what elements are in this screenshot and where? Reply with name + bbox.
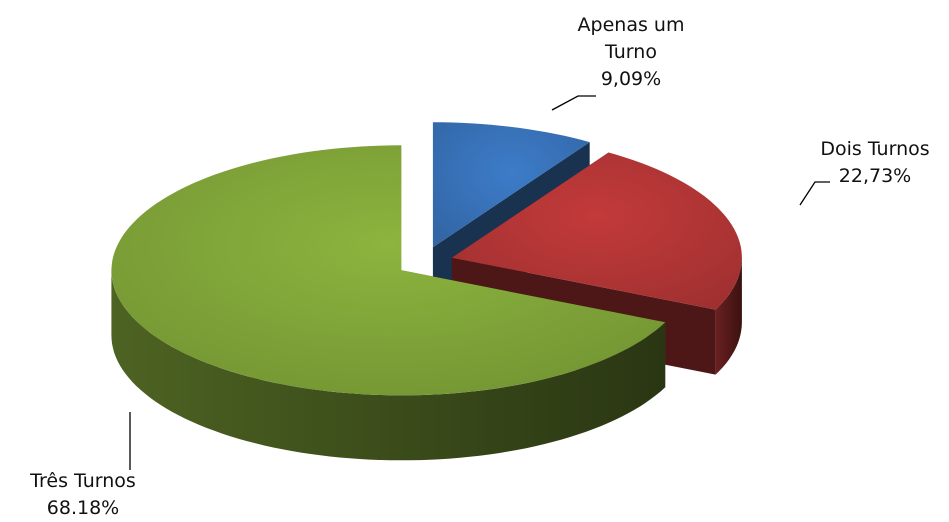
slice-label: Dois Turnos 22,73% (820, 136, 929, 190)
slice (111, 145, 666, 396)
leader-line (799, 181, 830, 206)
leader-line (551, 95, 596, 111)
value-label: 9,09% (600, 68, 662, 90)
value-label: 22,73% (838, 165, 912, 187)
value-label: 68.18% (46, 497, 120, 519)
slice (451, 152, 742, 310)
category-label: Dois Turnos (820, 138, 930, 160)
slice-wall (111, 270, 666, 461)
slice-wall (715, 257, 742, 375)
category-label: Apenas um Turno (577, 14, 685, 63)
slice (432, 122, 590, 248)
category-label: Três Turnos (30, 470, 136, 492)
slice-label: Três Turnos 68.18% (30, 468, 136, 522)
slice-label: Apenas um Turno 9,09% (571, 12, 691, 93)
